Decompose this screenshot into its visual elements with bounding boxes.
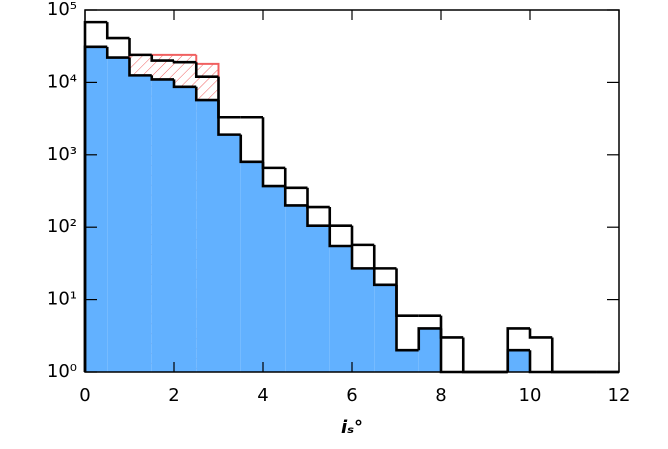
bar-outline <box>150 54 174 62</box>
x-tick-label: 2 <box>168 385 179 406</box>
bar-outline <box>283 167 308 190</box>
bar <box>240 161 263 372</box>
bar-outline <box>306 205 330 227</box>
bar <box>329 245 352 372</box>
bar-outline <box>528 328 553 339</box>
bar-outline <box>528 350 553 374</box>
bar-outline <box>128 57 152 77</box>
bar <box>151 79 174 372</box>
bar-outline <box>350 225 375 247</box>
bar-outline <box>128 38 152 57</box>
bar <box>396 350 419 372</box>
bar-outline <box>283 186 308 207</box>
bar-outline <box>461 337 486 374</box>
bar <box>418 328 441 372</box>
bar-outline <box>194 62 219 78</box>
bar-outline <box>105 22 130 40</box>
bar-outline <box>395 284 419 352</box>
bar <box>85 46 108 373</box>
bar <box>307 225 330 372</box>
bar-outline <box>328 207 352 227</box>
bar <box>374 284 397 372</box>
y-tick-label: 10⁵ <box>47 0 77 20</box>
bar-outline <box>372 268 397 287</box>
series <box>83 45 619 374</box>
bar-outline <box>172 60 197 64</box>
bar-outline <box>550 337 575 374</box>
x-tick-label: 0 <box>79 385 90 406</box>
bar-outline <box>150 75 174 81</box>
bar-outline <box>350 245 375 270</box>
bar <box>218 134 241 372</box>
bar-outline <box>306 187 330 209</box>
x-tick-label: 6 <box>346 385 357 406</box>
bar-outline <box>239 134 263 164</box>
x-tick-label: 8 <box>435 385 446 406</box>
bar <box>263 186 286 372</box>
bar <box>107 57 130 373</box>
y-tick-label: 10⁰ <box>47 361 77 382</box>
x-tick-label: 12 <box>608 385 631 406</box>
bar-outline <box>439 328 464 374</box>
y-tick-label: 10² <box>47 216 77 237</box>
y-tick-label: 10⁴ <box>47 71 77 92</box>
bar-outline <box>417 327 441 351</box>
bar <box>352 268 375 372</box>
bar-outline <box>105 46 130 59</box>
bar <box>129 75 152 372</box>
bar-outline <box>439 315 464 339</box>
bar-outline <box>172 79 197 89</box>
bar-outline <box>194 86 219 102</box>
plot <box>83 20 619 374</box>
bar <box>507 350 530 372</box>
bar-outline <box>395 268 419 317</box>
bar-outline <box>261 117 286 170</box>
bar <box>285 205 308 372</box>
x-axis-label: iₛ° <box>341 417 363 438</box>
bar-outline <box>372 244 397 270</box>
x-tick-label: 4 <box>257 385 268 406</box>
y-tick-label: 10³ <box>47 144 77 165</box>
bar-outline <box>328 225 352 248</box>
bar-outline <box>261 161 286 188</box>
bar-outline <box>217 76 241 119</box>
y-tick-label: 10¹ <box>47 289 77 310</box>
bar-outline <box>506 327 530 372</box>
bar <box>174 86 197 372</box>
bar <box>196 100 219 373</box>
x-tick-label: 10 <box>519 385 542 406</box>
